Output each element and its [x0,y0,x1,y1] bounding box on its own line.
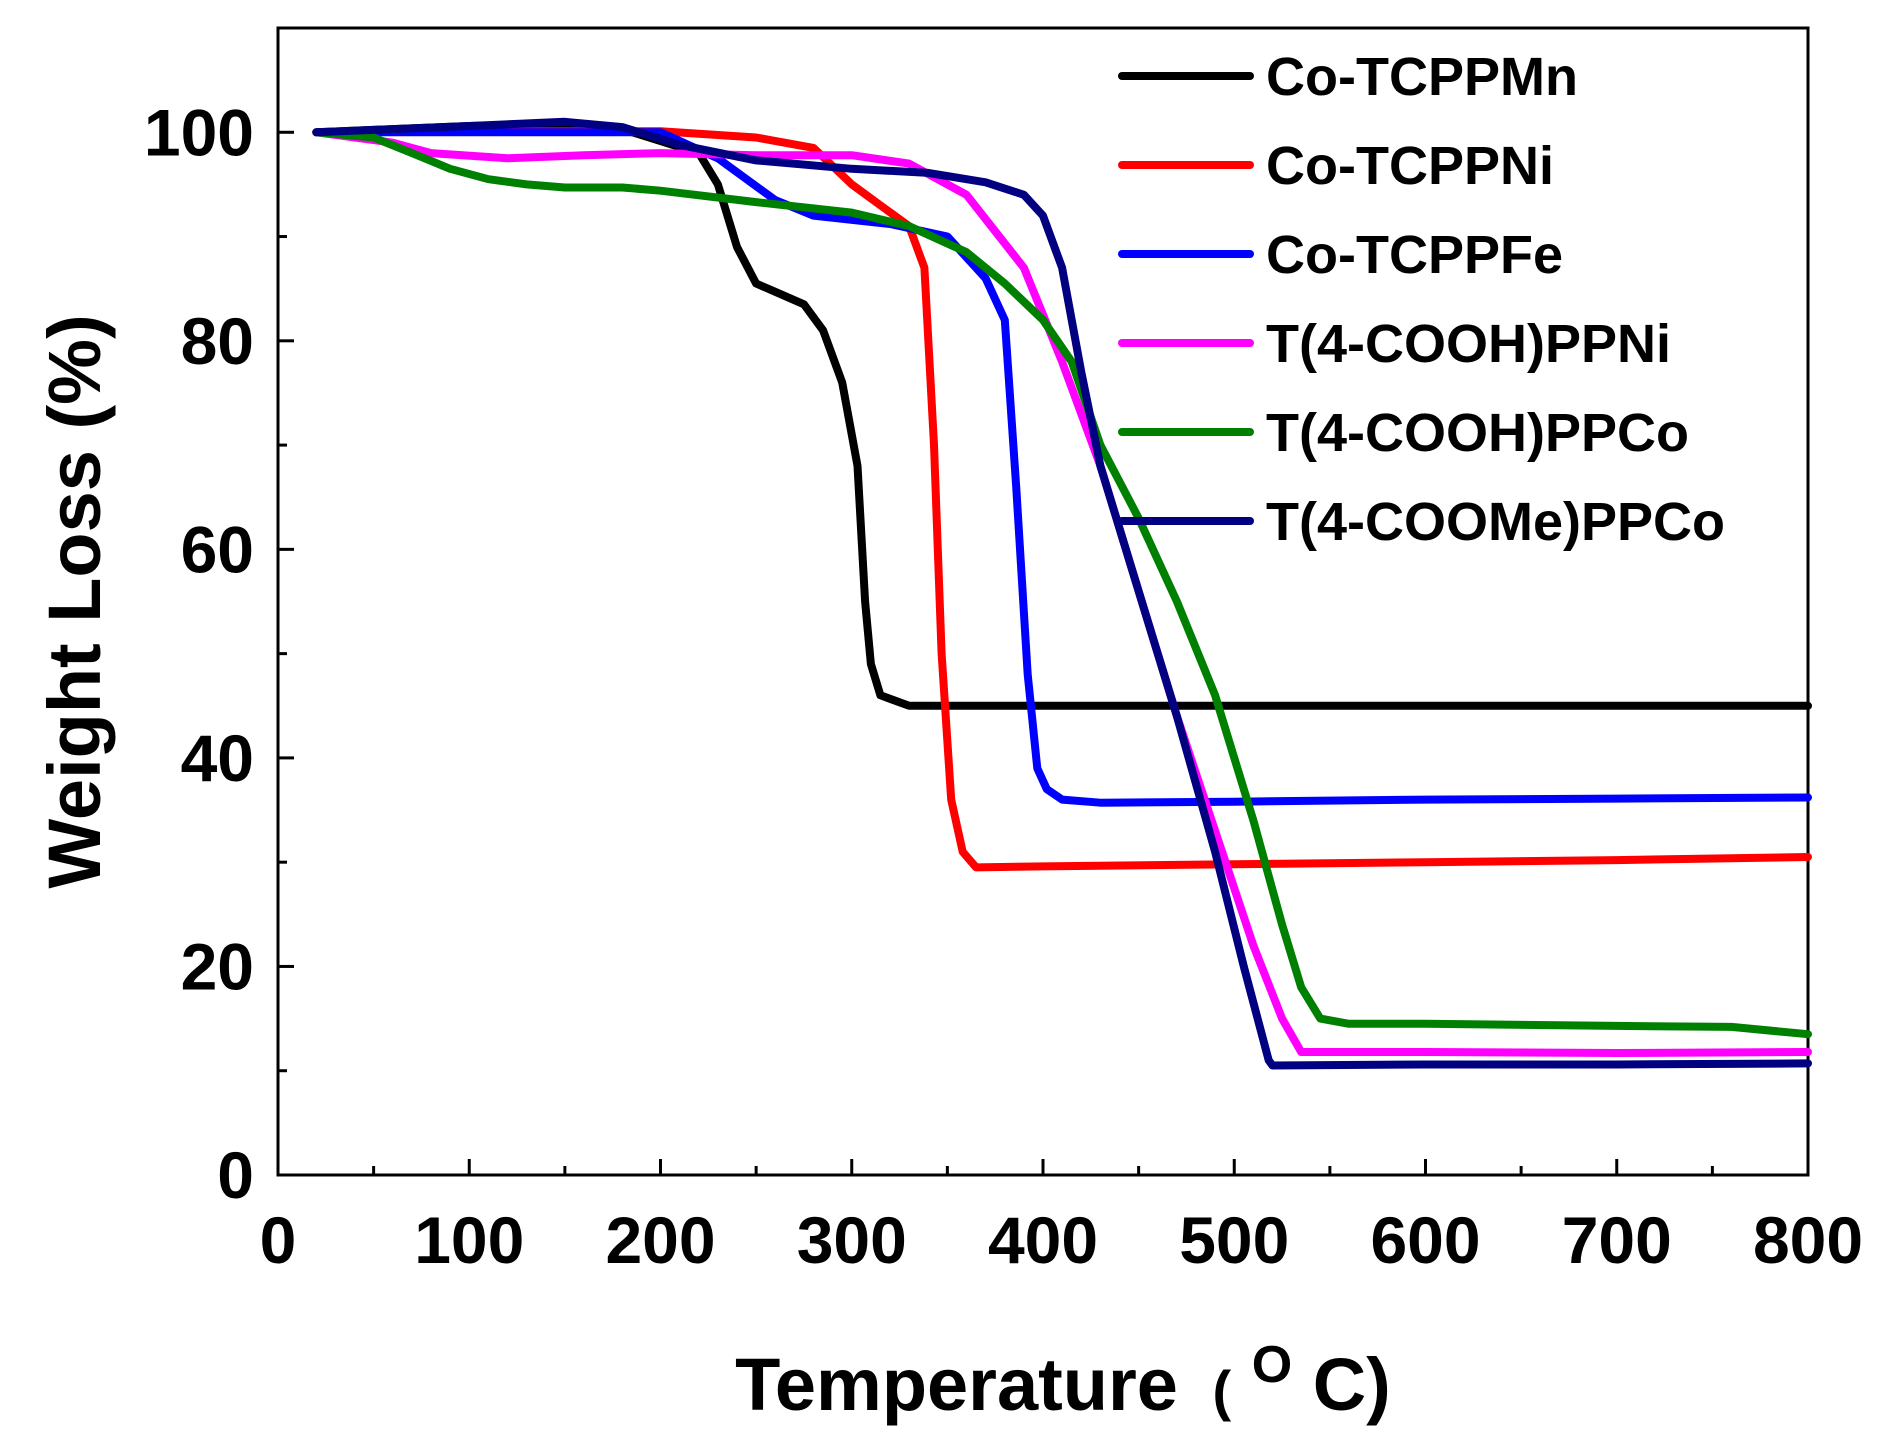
y-tick-label: 0 [217,1138,254,1212]
legend-label: T(4-COOH)PPCo [1266,403,1689,463]
x-axis-unit-sup: O [1252,1336,1292,1394]
series-layer [312,117,1812,1070]
series-line-4 [312,128,1812,1057]
legend-label: Co-TCPPMn [1266,47,1578,107]
y-axis-title: Weight Loss (%) [33,314,116,888]
series-line-5 [312,128,1812,1039]
x-tick-label: 600 [1370,1203,1480,1277]
axis-ticks [276,130,1810,1177]
tick-labels: 0 100 200 300 400 500 600 700 800 0 20 40 60 80 100 [144,95,1863,1277]
legend: Co-TCPPMn Co-TCPPNi Co-TCPPFe T(4-COOH)PPNi… [1118,47,1725,552]
x-tick-label: 500 [1179,1203,1289,1277]
y-tick-label: 60 [181,512,254,586]
y-tick-label: 20 [181,929,254,1003]
x-tick-label: 400 [988,1203,1098,1277]
series-line-6 [312,117,1812,1070]
plot-frame [276,26,1810,1177]
series-line-3 [312,128,1812,807]
legend-label: T(4-COOH)PPNi [1266,314,1671,374]
y-tick-label: 80 [181,304,254,378]
x-tick-label: 300 [797,1203,907,1277]
x-tick-label: 700 [1562,1203,1672,1277]
x-tick-label: 800 [1753,1203,1863,1277]
x-axis-title: Temperature ( O C) [735,1315,1391,1426]
x-axis-title-text: Temperature [735,1343,1178,1426]
plot-border [276,26,1810,1177]
x-tick-label: 100 [414,1203,524,1277]
x-tick-label: 200 [605,1203,715,1277]
x-axis-unit-rest: C) [1313,1343,1391,1426]
series-line-2 [312,127,1812,872]
legend-label: T(4-COOMe)PPCo [1266,492,1725,552]
x-axis-unit-open: ( [1213,1359,1232,1422]
legend-label: Co-TCPPFe [1266,225,1563,285]
y-tick-label: 100 [144,95,254,169]
y-tick-label: 40 [181,721,254,795]
legend-label: Co-TCPPNi [1266,136,1554,196]
x-tick-label: 0 [260,1203,297,1277]
